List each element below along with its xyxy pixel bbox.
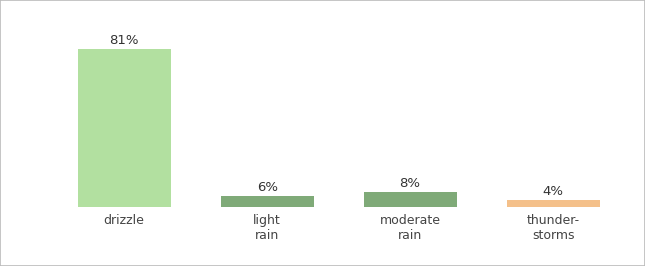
- Bar: [506, 200, 600, 207]
- Text: 81%: 81%: [110, 34, 139, 47]
- Text: 6%: 6%: [257, 181, 277, 194]
- Text: 8%: 8%: [400, 177, 421, 190]
- Bar: [364, 192, 457, 207]
- Bar: [77, 49, 171, 207]
- Text: 4%: 4%: [542, 185, 564, 198]
- Bar: [221, 196, 313, 207]
